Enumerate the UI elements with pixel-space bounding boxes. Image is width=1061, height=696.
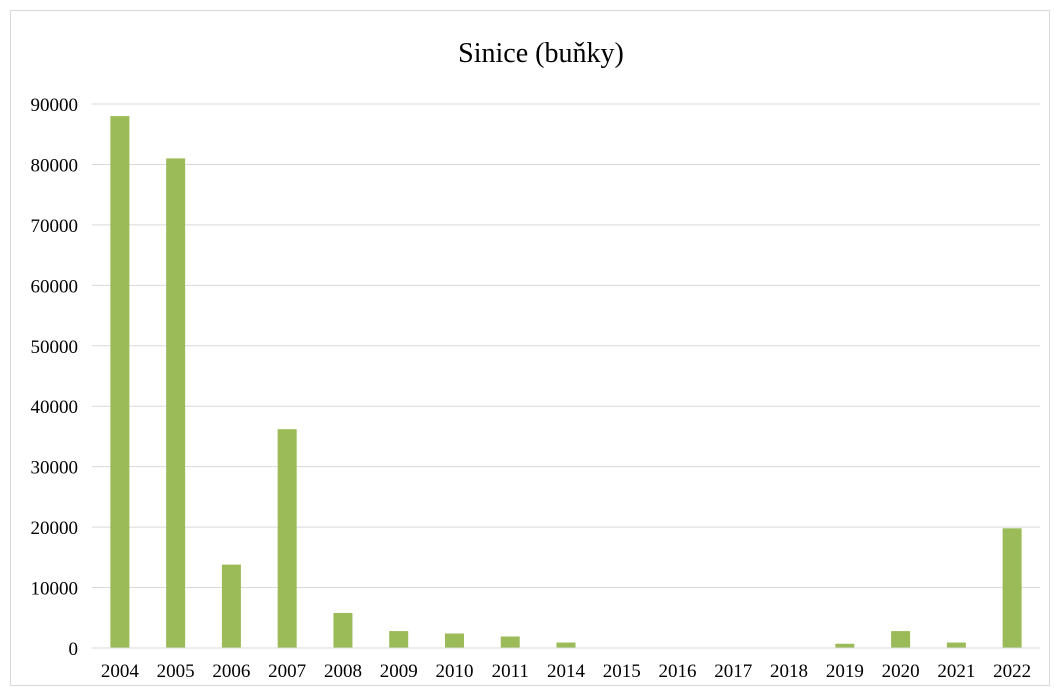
y-axis-ticks: 0 10000 20000 30000 40000 50000 60000 70000 8000… (31, 95, 79, 660)
x-tick-label: 2008 (324, 661, 362, 682)
bar (110, 116, 130, 649)
x-tick-label: 2011 (492, 661, 529, 682)
x-tick-label: 2022 (993, 661, 1031, 682)
x-tick-label: 2004 (101, 661, 140, 682)
x-tick-label: 2006 (212, 661, 250, 682)
bar (1002, 528, 1022, 648)
x-tick-label: 2009 (380, 661, 418, 682)
bar (444, 633, 464, 648)
y-tick-label: 90000 (31, 95, 79, 116)
x-tick-label: 2021 (937, 661, 975, 682)
bar (556, 642, 576, 648)
bar (333, 612, 353, 648)
y-tick-label: 50000 (31, 337, 79, 358)
x-tick-label: 2007 (268, 661, 306, 682)
bar (221, 564, 241, 648)
bar (277, 429, 297, 648)
y-tick-label: 40000 (31, 397, 79, 418)
bar (500, 636, 520, 648)
x-tick-label: 2010 (435, 661, 473, 682)
x-tick-label: 2017 (714, 661, 752, 682)
chart-title: Sinice (buňky) (458, 38, 624, 69)
x-tick-label: 2015 (603, 661, 641, 682)
y-tick-label: 10000 (31, 579, 79, 600)
bar (166, 158, 186, 648)
y-tick-label: 80000 (31, 155, 79, 176)
x-tick-label: 2018 (770, 661, 808, 682)
x-tick-label: 2005 (157, 661, 195, 682)
gridlines (92, 103, 1040, 589)
bar (389, 631, 409, 648)
y-tick-label: 20000 (31, 518, 79, 539)
x-axis-ticks: 2004 2005 2006 2007 2008 2009 2010 2011 2014 2015… (101, 661, 1031, 682)
x-tick-label: 2019 (826, 661, 864, 682)
y-tick-label: 0 (69, 639, 79, 660)
x-tick-label: 2016 (659, 661, 697, 682)
y-tick-label: 30000 (31, 458, 79, 479)
y-tick-label: 70000 (31, 216, 79, 237)
x-tick-label: 2020 (882, 661, 920, 682)
y-tick-label: 60000 (31, 276, 79, 297)
bar (835, 643, 855, 648)
bar (891, 631, 911, 648)
bar (946, 642, 966, 648)
x-tick-label: 2014 (547, 661, 586, 682)
bars (110, 116, 1022, 649)
